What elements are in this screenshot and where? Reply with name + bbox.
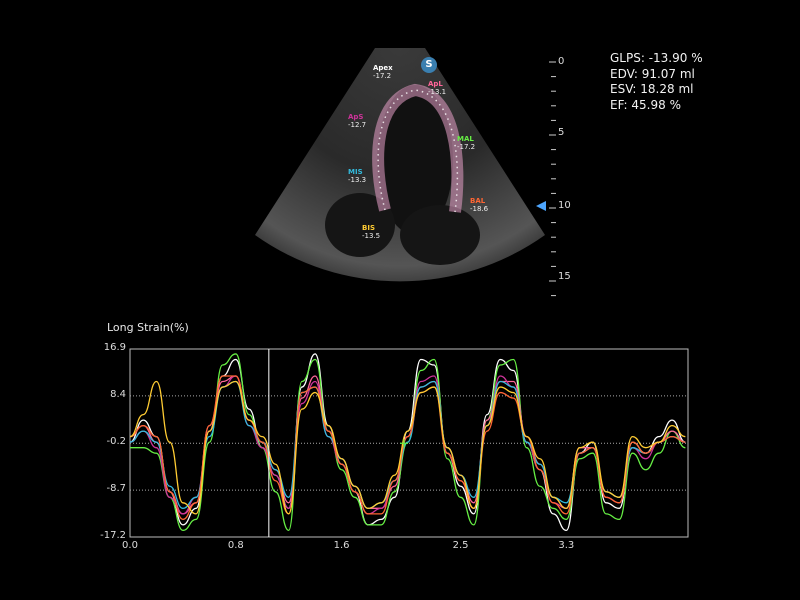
depth-label-15: 15 (558, 271, 571, 282)
glps-value: GLPS: -13.90 % (610, 51, 703, 65)
y-tick-label: -8.7 (106, 483, 126, 495)
segment-value: -17.2 (457, 143, 476, 151)
x-tick-label: 1.6 (333, 540, 350, 551)
segment-value: -12.7 (348, 121, 367, 129)
segment-name: BAL (470, 197, 486, 205)
segment-label-bal: BAL -18.6 (470, 197, 488, 213)
segment-label-mal: MAL -17.2 (457, 135, 475, 151)
strain-series-line (129, 380, 686, 515)
edv-value: EDV: 91.07 ml (610, 66, 695, 81)
echo-image-area (255, 48, 556, 297)
segment-name: BIS (362, 224, 375, 232)
depth-label-5: 5 (558, 127, 565, 138)
view-badge: S (421, 57, 437, 73)
segment-label-bis: BIS -13.5 (362, 224, 380, 240)
strain-chart (129, 348, 689, 538)
segment-value: -13.5 (362, 232, 381, 240)
atrium-left (325, 193, 395, 257)
segment-label-apex: Apex -17.2 (373, 64, 393, 80)
chart-title: Long Strain(%) (107, 321, 189, 334)
segment-name: Apex (373, 64, 393, 72)
segment-label-aps: ApS -12.7 (348, 113, 366, 129)
depth-label-10: 10 (558, 200, 571, 211)
segment-name: MIS (348, 168, 363, 176)
segment-name: ApS (348, 113, 364, 121)
depth-label-0: 0 (558, 56, 565, 67)
esv-value: ESV: 18.28 ml (610, 82, 694, 96)
x-tick-label: 3.3 (558, 540, 575, 551)
ef-value: EF: 45.98 % (610, 97, 681, 112)
segment-label-apl: ApL -13.1 (428, 80, 446, 96)
atrium-right (400, 205, 480, 265)
strain-contour-dots (377, 89, 459, 213)
x-tick-label: 0.8 (227, 540, 244, 551)
x-tick-label: 0.0 (122, 540, 138, 551)
y-tick-label: 16.9 (103, 342, 126, 353)
y-tick-label: -17.2 (100, 530, 126, 541)
segment-name: ApL (428, 80, 443, 88)
y-tick-label: 8.4 (110, 388, 126, 400)
strain-series-line (129, 375, 686, 521)
segment-value: -17.2 (373, 72, 392, 80)
segment-value: -18.6 (470, 205, 489, 213)
x-tick-label: 2.5 (452, 540, 469, 551)
segment-label-mis: MIS -13.3 (348, 168, 366, 184)
depth-ruler (549, 61, 556, 297)
y-tick-label: -0.2 (106, 436, 126, 448)
segment-value: -13.3 (348, 176, 367, 184)
ventricle-cavity (377, 85, 453, 235)
strain-metrics-panel: GLPS: -13.90 % EDV: 91.07 ml ESV: 18.28 … (610, 51, 703, 113)
segment-name: MAL (457, 135, 474, 143)
segment-value: -13.1 (428, 88, 447, 96)
depth-marker-icon[interactable] (536, 201, 546, 211)
